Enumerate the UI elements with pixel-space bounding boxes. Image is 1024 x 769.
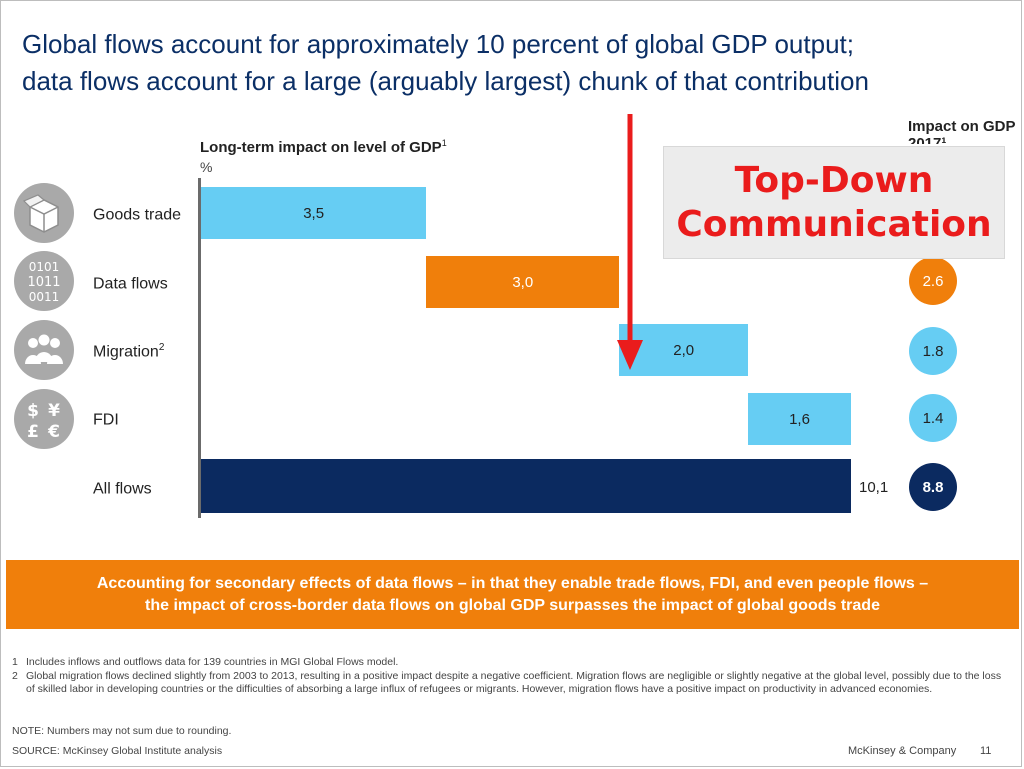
row-label-text: FDI bbox=[93, 411, 119, 429]
key-takeaway-banner: Accounting for secondary effects of data… bbox=[6, 560, 1019, 629]
callout-line-2: Communication bbox=[676, 203, 992, 245]
footnote-2: 2 Global migration flows declined slightl… bbox=[12, 670, 1002, 696]
box-icon bbox=[14, 183, 74, 243]
svg-text:¥: ¥ bbox=[48, 401, 60, 421]
note-text: NOTE: Numbers may not sum due to roundin… bbox=[12, 725, 232, 737]
row-label-fdi: FDI bbox=[93, 410, 119, 429]
svg-text:1011: 1011 bbox=[27, 275, 60, 290]
source-text: SOURCE: McKinsey Global Institute analys… bbox=[12, 745, 223, 757]
svg-text:0011: 0011 bbox=[29, 290, 60, 304]
banner-line-2: the impact of cross-border data flows on… bbox=[145, 596, 880, 614]
bar-value-label: 2,0 bbox=[673, 341, 695, 359]
bar-migration: 2,0 bbox=[619, 324, 749, 376]
bar-fdi: 1,6 bbox=[748, 393, 851, 445]
footnote-text: Global migration flows declined slightly… bbox=[26, 670, 1002, 695]
chart-title: Long-term impact on level of GDP1 bbox=[200, 138, 447, 156]
people-icon bbox=[14, 320, 74, 380]
top-down-callout: Top-Down Communication bbox=[663, 146, 1005, 259]
impact-circle-fdi: 1.4 bbox=[909, 394, 957, 442]
svg-text:£: £ bbox=[27, 422, 39, 442]
bar-goods-trade: 3,5 bbox=[201, 187, 427, 239]
row-label-goods-trade: Goods trade bbox=[93, 205, 181, 224]
bar-value-label: 3,0 bbox=[512, 273, 534, 291]
callout-line-1: Top-Down bbox=[734, 159, 934, 201]
slide-title: Global flows account for approximately 1… bbox=[22, 26, 982, 100]
footnote-number: 2 bbox=[12, 670, 18, 682]
bar-value-label: 3,5 bbox=[303, 204, 325, 222]
bar-data-flows: 3,0 bbox=[426, 256, 620, 308]
footnote-number: 1 bbox=[12, 656, 18, 668]
impact-circle-all-flows: 8.8 bbox=[909, 463, 957, 511]
chart-title-footnote-mark: 1 bbox=[441, 138, 447, 148]
impact-circle-data-flows: 2.6 bbox=[909, 257, 957, 305]
footnote-text: Includes inflows and outflows data for 1… bbox=[26, 656, 399, 668]
bar-all-flows-value: 10,1 bbox=[859, 479, 889, 496]
binary-data-icon: 0101 1011 0011 bbox=[14, 251, 74, 311]
chart-baseline bbox=[198, 178, 201, 518]
down-arrow-icon bbox=[617, 114, 643, 370]
bar-value-label: 1,6 bbox=[789, 410, 810, 428]
title-line-2: data flows account for a large (arguably… bbox=[22, 66, 869, 96]
chart-unit: % bbox=[200, 159, 213, 175]
impact-circle-migration: 1.8 bbox=[909, 327, 957, 375]
row-label-footnote-mark: 2 bbox=[158, 342, 165, 353]
currency-icon: $ ¥ £ € bbox=[14, 389, 74, 449]
bar-all-flows bbox=[201, 459, 851, 513]
svg-text:€: € bbox=[47, 422, 60, 442]
banner-line-1: Accounting for secondary effects of data… bbox=[96, 574, 929, 592]
row-label-text: Migration bbox=[93, 343, 159, 361]
row-label-migration: Migration2 bbox=[93, 342, 164, 361]
row-label-all-flows: All flows bbox=[93, 479, 152, 498]
row-label-text: Goods trade bbox=[93, 206, 182, 224]
company-name: McKinsey & Company bbox=[848, 745, 957, 757]
svg-text:$: $ bbox=[27, 401, 39, 421]
title-line-1: Global flows account for approximately 1… bbox=[22, 29, 854, 59]
row-label-text: Data flows bbox=[93, 275, 168, 293]
row-label-text: All flows bbox=[93, 480, 152, 498]
chart-title-text: Long-term impact on level of GDP bbox=[200, 139, 442, 156]
page-number: 11 bbox=[980, 745, 992, 757]
row-label-data-flows: Data flows bbox=[93, 274, 168, 293]
svg-text:0101: 0101 bbox=[29, 260, 60, 274]
impact-column-header: Impact on GDP 2017¹ bbox=[908, 118, 1016, 144]
footnote-1: 1 Includes inflows and outflows data for … bbox=[12, 656, 398, 669]
